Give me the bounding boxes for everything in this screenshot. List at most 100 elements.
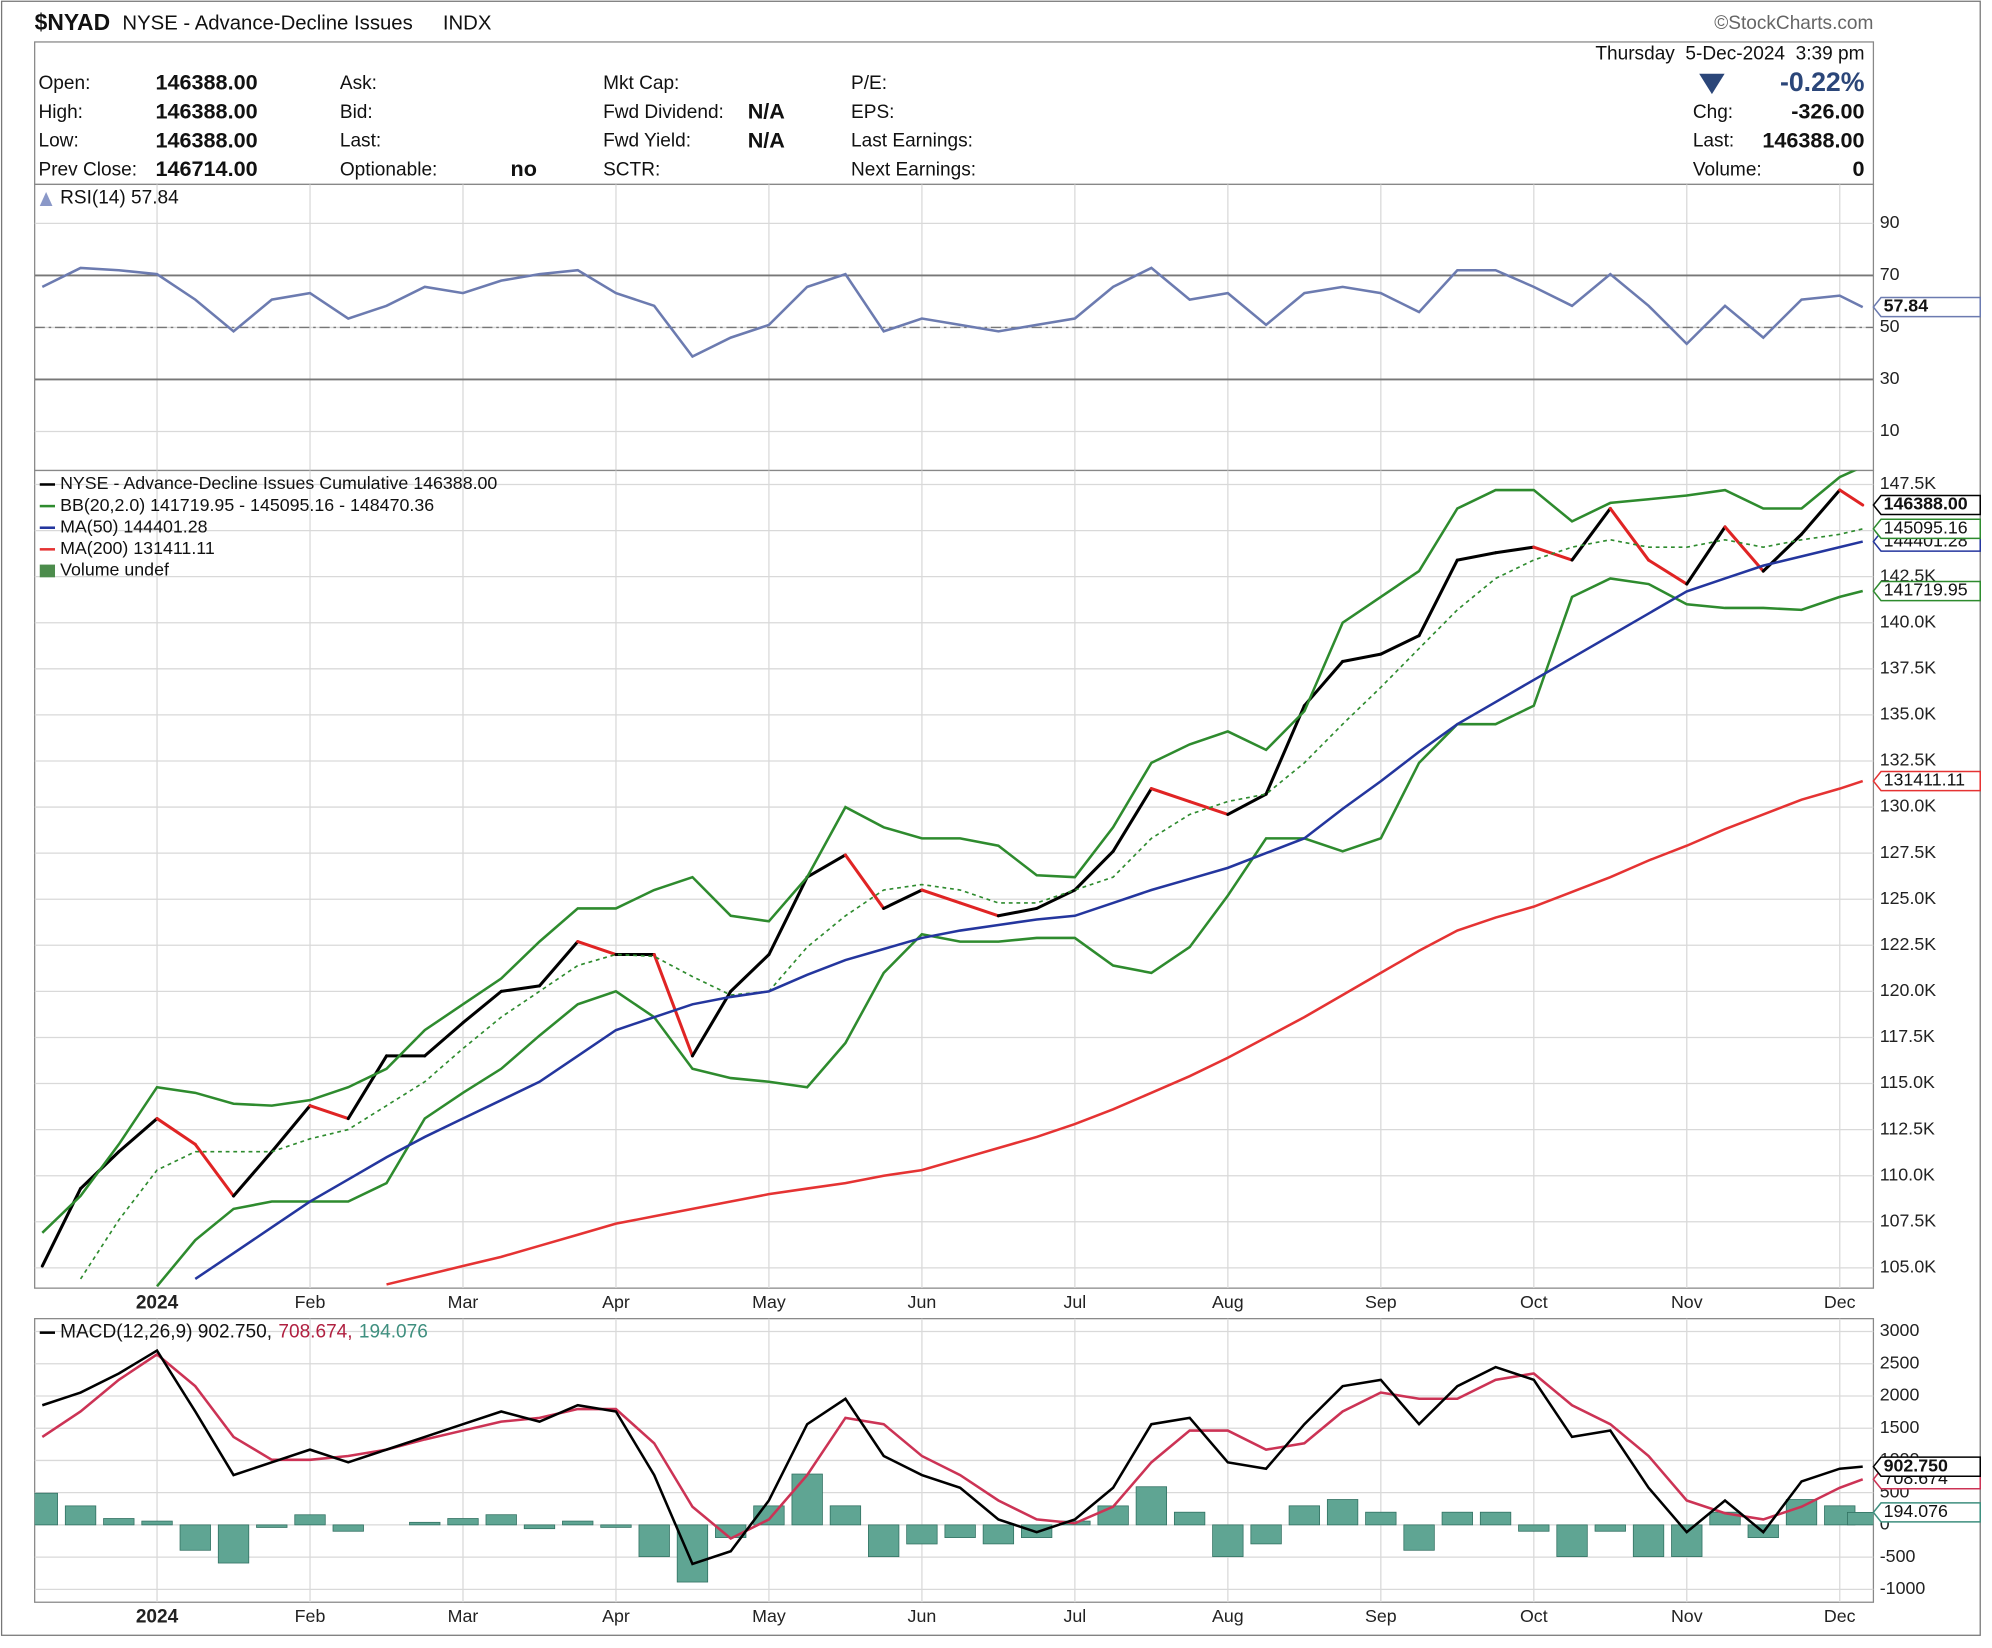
- y-tick-label: 140.0K: [1880, 611, 1937, 631]
- histogram-bar: [1403, 1524, 1435, 1551]
- x-tick-label: May: [752, 1292, 786, 1312]
- quote-label: Last:: [340, 131, 381, 152]
- value-tag-label: 57.84: [1884, 296, 1929, 316]
- x-tick-label: Oct: [1520, 1606, 1548, 1626]
- y-tick-label: 120.0K: [1880, 980, 1937, 1000]
- y-tick-label: 10: [1880, 420, 1900, 440]
- price-segment: [537, 940, 580, 988]
- y-tick-label: 132.5K: [1880, 750, 1937, 770]
- histogram-bar: [1288, 1505, 1320, 1526]
- legend-label: MA(200) 131411.11: [60, 538, 215, 558]
- histogram-bar: [256, 1524, 288, 1528]
- series-line: [194, 540, 1864, 1281]
- price-segment: [1111, 787, 1153, 853]
- x-tick-label: Aug: [1212, 1292, 1244, 1312]
- price-segment: [155, 1117, 197, 1146]
- value-tag: [1872, 494, 1981, 516]
- symbol: $NYAD: [35, 9, 110, 35]
- y-tick-label: 127.5K: [1880, 842, 1937, 862]
- histogram-bar: [906, 1524, 938, 1545]
- quote-label: Fwd Yield:: [603, 131, 691, 152]
- symbol-name: NYSE - Advance-Decline Issues: [122, 13, 412, 35]
- histogram-bar: [1250, 1524, 1282, 1545]
- value-tag-label: 141719.95: [1884, 580, 1968, 600]
- histogram-bar: [447, 1518, 479, 1526]
- quote-label: Chg:: [1693, 102, 1733, 123]
- histogram-bar: [409, 1521, 441, 1526]
- price-segment: [461, 989, 503, 1025]
- histogram-bar: [103, 1518, 135, 1526]
- quote-value: no: [511, 156, 537, 181]
- quote-label: SCTR:: [603, 160, 660, 181]
- y-tick-label: 2000: [1880, 1385, 1920, 1405]
- bollinger-middle: [79, 528, 1863, 1280]
- histogram-bar: [1479, 1511, 1512, 1526]
- title-part: MACD(12,26,9) 902.750,: [60, 1322, 272, 1343]
- histogram-bar: [944, 1524, 976, 1538]
- y-tick-label: 107.5K: [1880, 1210, 1937, 1230]
- price-segment: [690, 989, 733, 1058]
- histogram-bar: [485, 1514, 517, 1526]
- x-tick-label: Nov: [1671, 1292, 1703, 1312]
- value-tag-label: 145095.16: [1884, 518, 1968, 538]
- y-tick-label: 1500: [1880, 1417, 1920, 1437]
- quote-label: Last Earnings:: [851, 131, 973, 152]
- price-segment: [1073, 849, 1115, 892]
- quote-label: Bid:: [340, 102, 373, 123]
- value-tag: [1872, 518, 1981, 540]
- price-segment: [1035, 888, 1077, 910]
- histogram-bar: [332, 1524, 364, 1532]
- price-segment: [423, 1021, 465, 1058]
- quote-label: Prev Close:: [38, 160, 137, 181]
- x-tick-label: Mar: [448, 1606, 479, 1626]
- panel-title: RSI(14) 57.84: [60, 187, 179, 208]
- price-segment: [346, 1054, 389, 1121]
- histogram-bar: [1632, 1524, 1665, 1558]
- quote-value: 146388.00: [155, 70, 257, 95]
- volume-icon: [39, 564, 56, 578]
- price-segment: [1264, 704, 1306, 796]
- price-segment: [1608, 506, 1651, 562]
- histogram-bar: [829, 1505, 862, 1526]
- price-segment: [1494, 545, 1536, 555]
- price-segment: [1188, 800, 1230, 816]
- price-segment: [270, 1104, 312, 1154]
- exchange: INDX: [443, 13, 492, 35]
- quote-value: N/A: [748, 127, 786, 152]
- plot: [34, 470, 1874, 1289]
- legend-label: BB(20,2.0) 141719.95 - 145095.16 - 14847…: [60, 495, 434, 515]
- y-tick-label: 90: [1880, 212, 1900, 232]
- x-tick-label: Jul: [1064, 1292, 1087, 1312]
- y-tick-label: 130.0K: [1880, 796, 1937, 816]
- y-tick-label: 50: [1880, 316, 1900, 336]
- x-tick-label: Feb: [295, 1292, 326, 1312]
- price-segment: [843, 853, 886, 910]
- y-tick-label: -500: [1880, 1546, 1916, 1566]
- price-segment: [1149, 787, 1192, 804]
- histogram-bar: [1671, 1524, 1703, 1557]
- y-tick-label: 110.0K: [1880, 1164, 1935, 1184]
- price-segment: [1379, 634, 1421, 656]
- quote-value: N/A: [748, 98, 786, 123]
- x-tick-label: Mar: [448, 1292, 479, 1312]
- title-part: 194.076: [359, 1322, 428, 1343]
- price-segment: [576, 940, 618, 957]
- y-tick-label: 112.5K: [1880, 1118, 1935, 1138]
- histogram-bar: [64, 1505, 97, 1526]
- quote-value: 146388.00: [1762, 127, 1864, 152]
- value-tag: [1872, 296, 1981, 318]
- value-tag-label: 131411.11: [1884, 770, 1966, 790]
- panel: [34, 469, 1875, 1289]
- quote-label: Optionable:: [340, 160, 438, 181]
- panel-title: MACD(12,26,9) 902.750, 708.674, 194.076: [60, 1322, 428, 1343]
- quote-label: High:: [38, 102, 83, 123]
- histogram-bar: [1173, 1511, 1206, 1526]
- price-segment: [1799, 488, 1842, 536]
- series-line: [386, 779, 1864, 1286]
- y-tick-label: 105.0K: [1880, 1257, 1937, 1277]
- price-segment: [232, 1150, 274, 1198]
- y-tick-label: 142.5K: [1880, 565, 1937, 585]
- value-tag: [1872, 770, 1981, 792]
- price-segment: [1226, 792, 1268, 816]
- x-tick-label: Jun: [908, 1606, 937, 1626]
